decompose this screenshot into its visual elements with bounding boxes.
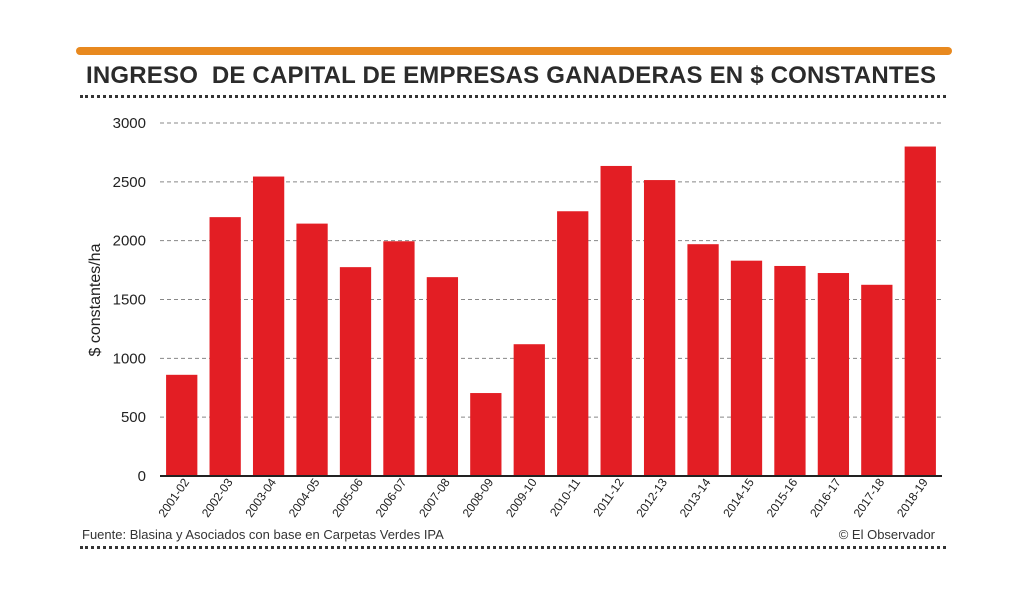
bar-2017-18: [861, 284, 893, 476]
y-tick-label: 1500: [113, 292, 146, 309]
x-tick-label: 2002-03: [199, 475, 236, 519]
bar-2012-13: [643, 180, 676, 476]
bar-2007-08: [426, 277, 459, 476]
x-tick-labels: 2001-02 2002-03 2003-04 2004-05 2005-06 2006-…: [155, 475, 930, 519]
y-tick-label: 500: [121, 409, 146, 426]
bar-2009-10: [513, 344, 545, 476]
x-tick-label: 2012-13: [633, 475, 670, 519]
bar-2014-15: [730, 260, 763, 476]
x-tick-label: 2013-14: [677, 475, 714, 519]
x-tick-label: 2018-19: [894, 475, 931, 519]
bar-2006-07: [383, 241, 415, 476]
x-tick-label: 2008-09: [460, 475, 497, 519]
grid-lines: [160, 122, 942, 418]
y-tick-label: 1000: [113, 350, 146, 367]
y-tick-label: 2000: [113, 233, 146, 250]
x-tick-label: 2005-06: [329, 475, 366, 519]
y-axis-label: $ constantes/ha: [87, 243, 104, 356]
bar-2016-17: [817, 273, 850, 476]
accent-bar: [76, 47, 952, 55]
chart-title: INGRESO DE CAPITAL DE EMPRESAS GANADERAS…: [86, 62, 937, 89]
x-tick-label: 2010-11: [547, 475, 583, 519]
x-tick-label: 2016-17: [807, 475, 844, 519]
x-tick-label: 2007-08: [416, 475, 453, 519]
bar-2018-19: [904, 146, 936, 477]
top-divider: [80, 95, 946, 98]
x-tick-label: 2006-07: [373, 475, 410, 519]
y-tick-labels: 0 500 1000 1500 2000 2500 3000: [113, 115, 146, 485]
bar-2003-04: [252, 176, 285, 476]
x-tick-label: 2015-16: [764, 475, 801, 519]
x-tick-label: 2011-12: [590, 475, 626, 519]
bar-2013-14: [687, 244, 719, 476]
x-tick-label: 2017-18: [851, 475, 888, 519]
x-tick-label: 2001-02: [155, 475, 192, 519]
y-tick-label: 3000: [113, 115, 146, 132]
credit-note: © El Observador: [838, 527, 935, 542]
bar-2005-06: [339, 267, 372, 476]
bar-2002-03: [209, 217, 241, 476]
bar-2008-09: [470, 393, 502, 476]
bottom-divider: [80, 546, 946, 549]
x-tick-label: 2003-04: [242, 475, 279, 519]
source-note: Fuente: Blasina y Asociados con base en …: [82, 527, 444, 542]
x-tick-label: 2004-05: [286, 475, 323, 519]
x-tick-label: 2009-10: [503, 475, 540, 519]
bar-2011-12: [600, 165, 632, 476]
bars: [166, 146, 936, 477]
y-tick-label: 2500: [113, 174, 146, 191]
bar-2001-02: [166, 374, 198, 476]
bar-2015-16: [774, 265, 806, 476]
bar-2004-05: [296, 223, 328, 476]
x-tick-label: 2014-15: [720, 475, 757, 519]
bar-2010-11: [557, 211, 589, 476]
y-tick-label: 0: [138, 468, 146, 485]
